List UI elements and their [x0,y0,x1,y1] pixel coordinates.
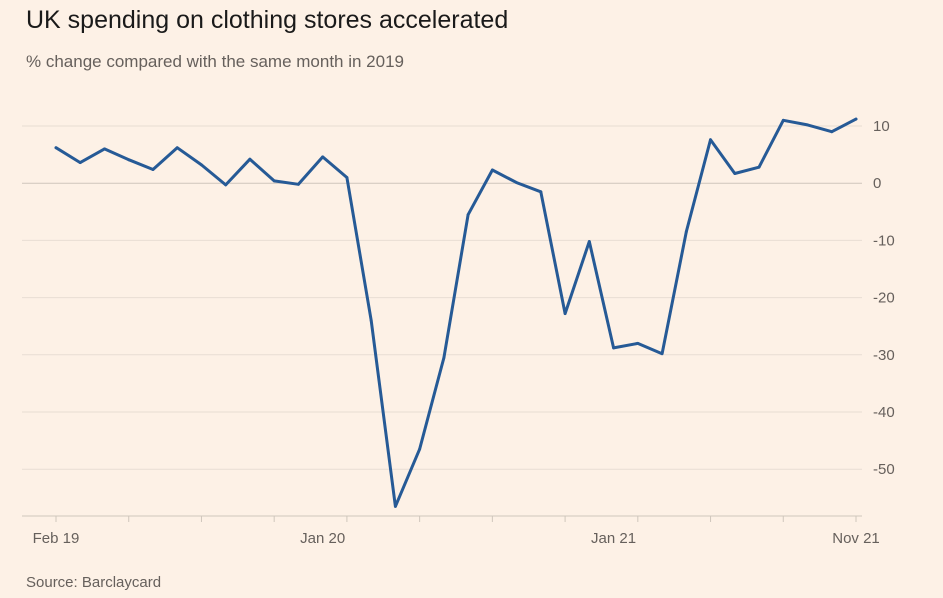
x-tick-label: Jan 20 [300,530,345,547]
data-point [733,172,737,175]
y-tick-label: -50 [873,461,895,478]
data-point [587,240,591,243]
data-point [466,213,470,217]
data-point [418,447,422,451]
y-tick-label: -20 [873,290,895,307]
line-chart: 10 0 -10 -20 -30 -40 -50 Feb 19 Jan 20 Jan 21 Nov… [22,117,895,547]
data-point [103,147,106,151]
data-point [490,168,494,172]
y-tick-label: -30 [873,347,895,364]
data-point [757,165,761,169]
data-point [563,312,567,316]
data-point [806,123,809,127]
x-tick-label: Feb 19 [33,530,80,547]
data-point [345,176,349,179]
data-point [636,341,640,345]
gridlines [22,125,862,470]
data-point [200,163,203,167]
data-point [393,504,397,508]
data-point [54,146,58,150]
data-point [830,130,834,134]
data-point [709,138,712,142]
data-point [612,346,615,350]
x-tick-label: Jan 21 [591,530,636,547]
data-point [321,155,325,159]
data-point [515,181,519,185]
data-point [297,182,300,186]
data-point [175,146,179,150]
y-tick-label: 10 [873,118,890,135]
y-tick-label: -40 [873,404,895,421]
y-tick-label: 0 [873,175,881,192]
source-note: Source: Barclaycard [26,574,162,591]
series-layer [54,117,858,508]
chart-subtitle: % change compared with the same month in… [26,52,405,71]
y-axis: 10 0 -10 -20 -30 -40 -50 [873,118,895,478]
x-axis: Feb 19 Jan 20 Jan 21 Nov 21 [22,515,880,547]
data-point [781,118,785,122]
chart-title: UK spending on clothing stores accelerat… [26,6,509,34]
data-point [660,352,664,356]
data-point [854,117,858,121]
data-point [442,356,446,360]
data-point [151,168,155,171]
y-tick-label: -10 [873,232,895,249]
x-tick-label: Nov 21 [832,530,880,547]
data-point [78,161,82,165]
data-point [684,230,688,234]
data-point [272,179,276,183]
data-point [127,158,131,162]
data-point [539,190,543,194]
data-point [224,183,228,187]
data-point [369,319,373,322]
series-line [54,117,858,508]
data-point [248,157,252,161]
